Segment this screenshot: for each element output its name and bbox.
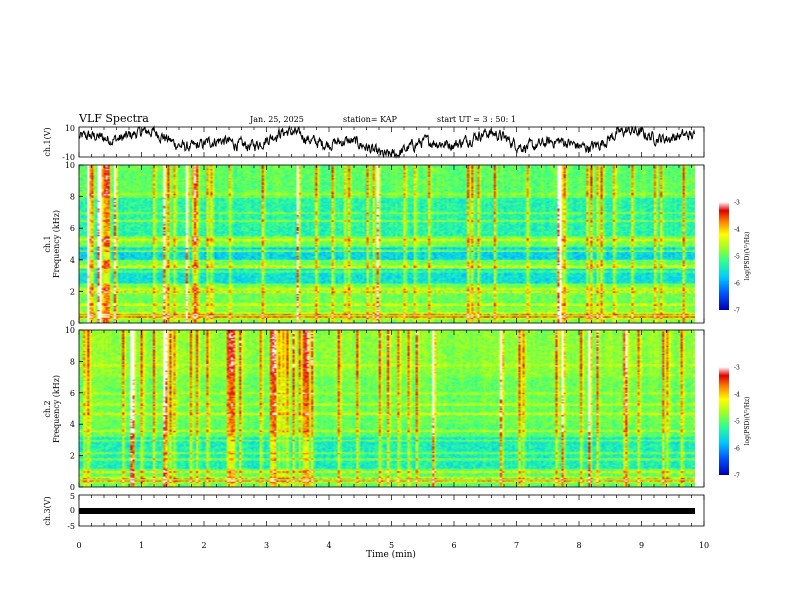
time-axis-label: Time (min) xyxy=(366,549,416,560)
time-axis-tick-label: 2 xyxy=(201,541,206,550)
ch3-ytick-mid: 0 xyxy=(70,506,75,515)
ch1-waveform-trace xyxy=(78,125,695,159)
ch1-spectrogram-yticks: 0 2 4 6 8 10 xyxy=(65,161,83,328)
start-ut-label: start UT = 3 : 50: 1 xyxy=(437,115,516,124)
ch1-colorbar-tick-label: -5 xyxy=(734,254,740,261)
time-axis-tick-label: 0 xyxy=(76,541,81,550)
time-axis-tick-label: 9 xyxy=(639,541,644,550)
figure-title: VLF Spectra xyxy=(78,112,149,125)
ch1-spectrogram-ytick-label: 8 xyxy=(70,193,75,202)
ch1-colorbar-ticks: -3 -4 -5 -6 -7 xyxy=(734,200,740,315)
ch1-colorbar-tick-label: -3 xyxy=(734,200,740,207)
ch1-spectrogram-image xyxy=(79,165,695,323)
ch3-waveform-trace xyxy=(79,508,695,514)
ch3-waveform-panel: 5 0 -5 ch.3(V) xyxy=(43,492,705,531)
ch3-ylabel: ch.3(V) xyxy=(43,496,52,525)
ch1-colorbar-tick-label: -4 xyxy=(734,227,740,234)
ch2-spectrogram-ytick-label: 10 xyxy=(65,326,75,335)
ch3-ytick-top: 5 xyxy=(70,492,75,501)
ch2-colorbar-tick-label: -3 xyxy=(734,365,740,372)
ch2-spectrogram-ylabel-channel: ch.2 xyxy=(43,400,52,417)
ch1-colorbar-tick-label: -6 xyxy=(734,281,740,288)
time-axis-tick-label: 3 xyxy=(264,541,269,550)
time-axis-ticks: 0 1 2 3 4 5 6 7 8 9 10 xyxy=(76,127,709,550)
time-axis-tick-label: 10 xyxy=(699,541,709,550)
ch1-colorbar-label: log(PSD)(V²/Hz) xyxy=(744,232,751,281)
ch2-colorbar-tick-label: -7 xyxy=(734,473,740,480)
ch1-spectrogram-ytick-label: 6 xyxy=(70,224,75,233)
ch2-spectrogram-ytick-label: 8 xyxy=(70,357,75,366)
ch1-colorbar-tick-label: -7 xyxy=(734,308,740,315)
ch2-colorbar-tick-label: -5 xyxy=(734,419,740,426)
time-axis-tick-label: 1 xyxy=(139,541,144,550)
ch1-spectrogram-ytick-label: 2 xyxy=(70,287,75,296)
ch2-spectrogram-ytick-label: 0 xyxy=(70,483,75,492)
time-axis-tick-label: 7 xyxy=(514,541,519,550)
time-axis-tick-label: 5 xyxy=(389,541,394,550)
ch2-spectrogram-yticks: 0 2 4 6 8 10 xyxy=(65,326,83,492)
date-label: Jan. 25, 2025 xyxy=(249,115,304,124)
ch3-ytick-bottom: -5 xyxy=(67,522,75,531)
ch1-waveform-panel: 10 -10 ch.1(V) xyxy=(43,124,705,162)
ch1-spectrogram-ytick-label: 10 xyxy=(65,161,75,170)
time-axis-tick-label: 4 xyxy=(326,541,331,550)
ch1-spectrogram-ylabel: Frequency (kHz) xyxy=(52,210,61,278)
ch2-colorbar-ticks: -3 -4 -5 -6 -7 xyxy=(734,365,740,480)
time-axis-tick-label: 6 xyxy=(451,541,456,550)
station-label: station= KAP xyxy=(343,115,398,124)
ch2-spectrogram-ytick-label: 2 xyxy=(70,452,75,461)
ch1-spectrogram-ylabel-channel: ch.1 xyxy=(43,235,52,252)
ch1-ylabel: ch.1(V) xyxy=(43,127,52,156)
ch1-colorbar xyxy=(719,202,729,310)
ch1-spectrogram-ytick-label: 4 xyxy=(70,256,75,265)
ch2-colorbar-tick-label: -4 xyxy=(734,392,740,399)
ch2-spectrogram-image xyxy=(79,330,695,487)
ch1-ytick-top: 10 xyxy=(65,124,75,133)
ch2-colorbar-tick-label: -6 xyxy=(734,446,740,453)
ch1-spectrogram-ytick-label: 0 xyxy=(70,319,75,328)
ch2-spectrogram-ylabel: Frequency (kHz) xyxy=(52,375,61,443)
ch2-spectrogram-ytick-label: 4 xyxy=(70,420,75,429)
ch2-spectrogram-ytick-label: 6 xyxy=(70,389,75,398)
ch1-ytick-bottom: -10 xyxy=(62,153,75,162)
time-axis-tick-label: 8 xyxy=(576,541,581,550)
ch2-colorbar xyxy=(719,367,729,475)
ch2-colorbar-label: log(PSD)(V²/Hz) xyxy=(744,397,751,446)
